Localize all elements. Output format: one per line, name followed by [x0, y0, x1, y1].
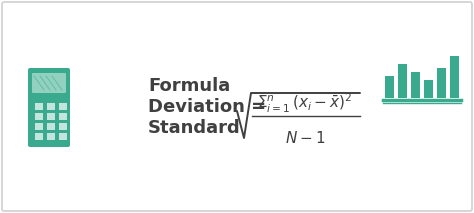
Bar — [35, 123, 43, 130]
Text: Deviation =: Deviation = — [148, 98, 266, 116]
Bar — [59, 103, 67, 110]
Bar — [59, 123, 67, 130]
Text: Standard: Standard — [148, 119, 241, 137]
Bar — [59, 133, 67, 140]
Bar — [35, 103, 43, 110]
Bar — [59, 113, 67, 120]
Bar — [47, 113, 55, 120]
Bar — [47, 103, 55, 110]
Bar — [424, 80, 433, 98]
Bar — [47, 123, 55, 130]
FancyBboxPatch shape — [32, 73, 66, 93]
Bar — [450, 56, 459, 98]
Text: Formula: Formula — [148, 77, 230, 95]
FancyBboxPatch shape — [2, 2, 472, 211]
Bar — [35, 133, 43, 140]
Bar — [411, 72, 420, 98]
Bar — [437, 68, 446, 98]
FancyBboxPatch shape — [28, 68, 70, 147]
Bar — [47, 133, 55, 140]
Text: $\Sigma_{i=1}^{n}\,(x_i - \bar{x})^2$: $\Sigma_{i=1}^{n}\,(x_i - \bar{x})^2$ — [257, 92, 353, 115]
Bar — [35, 113, 43, 120]
Text: $N - 1$: $N - 1$ — [285, 130, 325, 146]
Bar — [385, 76, 394, 98]
Bar — [398, 64, 407, 98]
